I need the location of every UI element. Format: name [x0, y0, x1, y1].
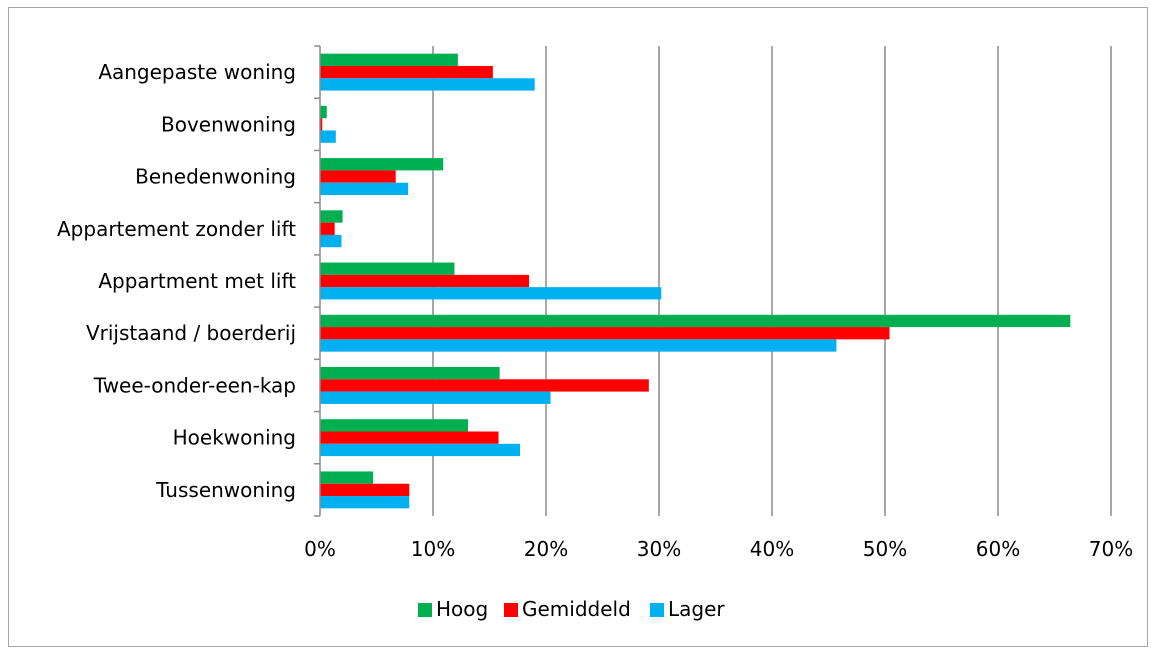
bar-chart: 0% 10% 20% 30% 40% 50% 60% 70% Aangepaste woning… — [57, 45, 1133, 621]
category-label: Appartment met lift — [98, 269, 296, 293]
x-tick-label: 10% — [411, 537, 455, 561]
category-label: Vrijstaand / boerderij — [86, 321, 296, 345]
bar-gemiddeld — [320, 431, 499, 444]
legend-swatch-gemiddeld — [504, 603, 518, 617]
bar-hoog — [320, 158, 444, 171]
bar-gemiddeld — [320, 379, 649, 392]
bar-hoog — [320, 366, 500, 380]
bar-lager — [320, 391, 551, 404]
bar-lager — [320, 287, 662, 300]
category-label: Bovenwoning — [161, 112, 296, 136]
bar-gemiddeld — [320, 327, 890, 340]
labels: 0% 10% 20% 30% 40% 50% 60% 70% Aangepaste woning… — [57, 60, 1133, 561]
bars — [320, 53, 1071, 509]
x-tick-label: 20% — [524, 537, 568, 561]
category-label: Twee-onder-een-kap — [93, 373, 296, 397]
legend-swatch-hoog — [418, 603, 432, 617]
legend: Hoog Gemiddeld Lager — [418, 597, 725, 621]
category-label: Benedenwoning — [135, 165, 296, 189]
chart-frame: 0% 10% 20% 30% 40% 50% 60% 70% Aangepaste woning… — [8, 7, 1148, 647]
category-label: Hoekwoning — [173, 426, 296, 450]
bar-hoog — [320, 53, 458, 66]
bar-gemiddeld — [320, 65, 493, 79]
x-tick-label: 60% — [976, 537, 1020, 561]
bar-lager — [320, 339, 837, 352]
x-tick-label: 70% — [1089, 537, 1133, 561]
bar-lager — [320, 130, 336, 143]
bar-hoog — [320, 210, 343, 223]
bar-hoog — [320, 105, 327, 119]
legend-label: Lager — [668, 597, 725, 621]
bar-gemiddeld — [320, 118, 323, 131]
bar-hoog — [320, 314, 1071, 328]
bar-lager — [320, 496, 410, 509]
x-tick-label: 0% — [304, 537, 336, 561]
bar-lager — [320, 182, 409, 196]
category-label: Appartement zonder lift — [57, 217, 296, 241]
bar-gemiddeld — [320, 170, 396, 183]
bar-lager — [320, 78, 535, 91]
x-tick-label: 40% — [750, 537, 794, 561]
x-tick-label: 30% — [637, 537, 681, 561]
gridlines — [432, 46, 1112, 516]
legend-swatch-lager — [650, 603, 664, 617]
category-label: Aangepaste woning — [98, 60, 296, 84]
legend-label: Hoog — [436, 597, 488, 621]
bar-hoog — [320, 262, 455, 275]
bar-gemiddeld — [320, 274, 530, 288]
bar-gemiddeld — [320, 483, 410, 497]
x-tick-label: 50% — [863, 537, 907, 561]
bar-hoog — [320, 471, 374, 484]
bar-gemiddeld — [320, 222, 335, 235]
legend-label: Gemiddeld — [522, 597, 631, 621]
bar-lager — [320, 234, 342, 248]
bar-lager — [320, 443, 521, 457]
axes — [314, 45, 321, 517]
category-label: Tussenwoning — [155, 478, 296, 502]
bar-hoog — [320, 419, 469, 432]
